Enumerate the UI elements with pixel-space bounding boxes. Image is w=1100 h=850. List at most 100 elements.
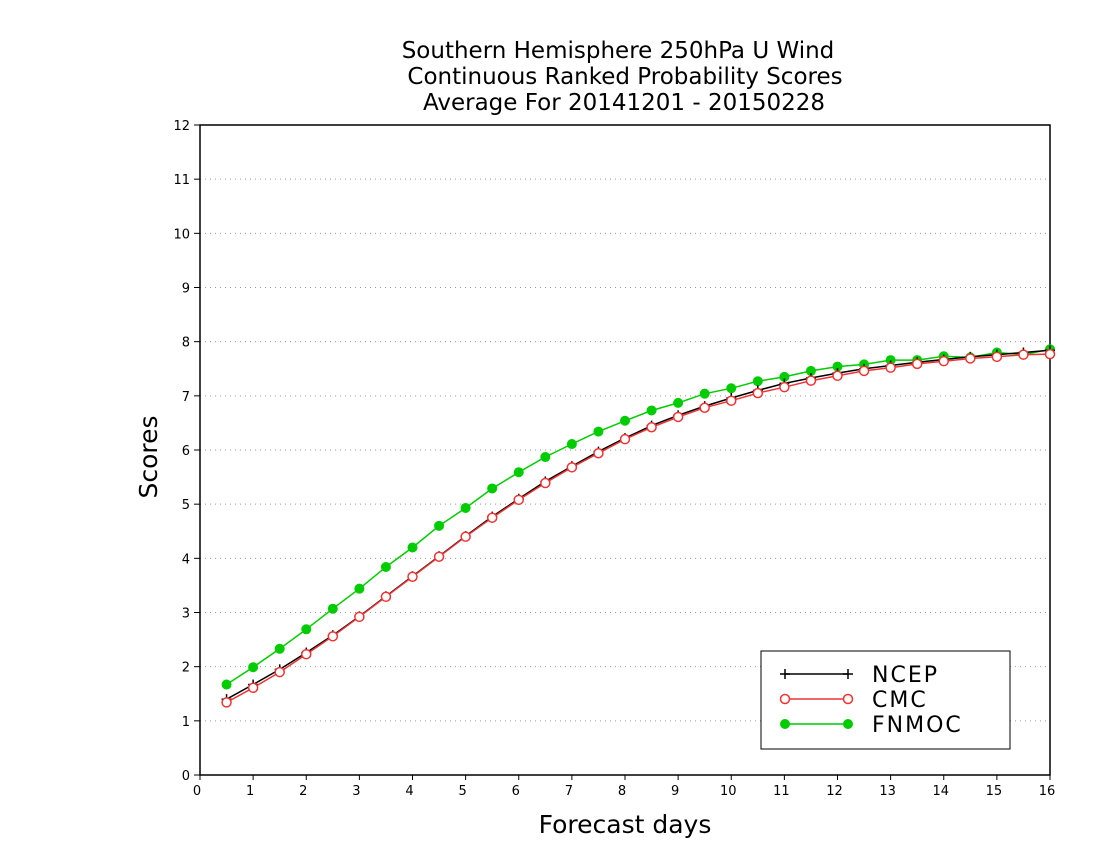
chart-title-line-3: Average For 20141201 - 20150228 bbox=[423, 90, 825, 116]
data-point-open-circle bbox=[460, 531, 471, 542]
x-tick-label: 6 bbox=[512, 784, 520, 799]
y-tick-label: 12 bbox=[173, 119, 190, 134]
data-point-filled-circle bbox=[780, 719, 790, 729]
data-point-open-circle bbox=[247, 682, 259, 694]
data-point-open-circle bbox=[221, 697, 232, 708]
y-tick-label: 2 bbox=[182, 661, 190, 676]
x-tick-label: 5 bbox=[458, 784, 466, 799]
series-fnmoc bbox=[221, 344, 1055, 690]
x-tick-label: 1 bbox=[246, 784, 254, 799]
y-tick-label: 4 bbox=[182, 552, 190, 567]
x-tick-label: 7 bbox=[565, 784, 573, 799]
legend-label: CMC bbox=[872, 688, 928, 713]
data-point-open-circle bbox=[646, 422, 657, 433]
x-tick-label: 2 bbox=[299, 784, 307, 799]
y-tick-label: 3 bbox=[182, 607, 190, 622]
chart-title: Southern Hemisphere 250hPa U Wind Contin… bbox=[402, 38, 843, 116]
data-point-filled-circle bbox=[752, 376, 763, 387]
legend-box bbox=[760, 650, 1011, 750]
legend-label: NCEP bbox=[872, 663, 939, 688]
legend-item-cmc: CMC bbox=[779, 688, 928, 713]
data-point-filled-circle bbox=[540, 452, 551, 463]
data-point-filled-circle bbox=[673, 397, 684, 408]
data-point-open-circle bbox=[1018, 349, 1029, 360]
data-point-filled-circle bbox=[301, 624, 312, 635]
legend-item-fnmoc: FNMOC bbox=[780, 713, 963, 738]
data-point-open-circle bbox=[779, 693, 791, 705]
chart-title-line-2: Continuous Ranked Probability Scores bbox=[407, 64, 842, 90]
data-point-filled-circle bbox=[566, 439, 577, 450]
data-point-open-circle bbox=[1044, 348, 1056, 360]
data-point-filled-circle bbox=[460, 502, 471, 513]
y-tick-label: 7 bbox=[182, 390, 190, 405]
series-lines bbox=[221, 344, 1056, 708]
data-point-open-circle bbox=[274, 666, 285, 678]
data-point-open-circle bbox=[301, 648, 312, 660]
legend-item-ncep: NCEP bbox=[780, 663, 939, 688]
data-point-filled-circle bbox=[221, 679, 232, 690]
data-point-filled-circle bbox=[380, 562, 391, 572]
data-point-open-circle bbox=[354, 611, 365, 623]
data-point-open-circle bbox=[593, 448, 604, 459]
data-point-filled-circle bbox=[843, 719, 853, 729]
x-tick-label: 4 bbox=[405, 784, 413, 799]
data-point-open-circle bbox=[991, 351, 1003, 363]
data-point-open-circle bbox=[513, 494, 524, 506]
y-tick-label: 11 bbox=[173, 173, 190, 188]
data-point-open-circle bbox=[566, 462, 578, 473]
chart-title-line-1: Southern Hemisphere 250hPa U Wind bbox=[402, 38, 835, 64]
y-tick-label: 6 bbox=[182, 444, 190, 459]
legend-label: FNMOC bbox=[872, 713, 963, 738]
data-point-filled-circle bbox=[593, 426, 604, 437]
data-point-filled-circle bbox=[620, 415, 630, 426]
gridlines bbox=[200, 178, 1050, 722]
data-point-open-circle bbox=[938, 355, 949, 367]
series-line-ncep bbox=[226, 349, 1051, 700]
y-tick-label: 0 bbox=[182, 769, 190, 784]
data-point-filled-circle bbox=[726, 383, 737, 394]
data-point-filled-circle bbox=[646, 405, 657, 416]
series-line-fnmoc bbox=[226, 348, 1051, 686]
data-point-filled-circle bbox=[354, 583, 365, 594]
data-point-open-circle bbox=[805, 375, 817, 386]
x-tick-label: 10 bbox=[720, 784, 737, 799]
data-point-plus bbox=[780, 669, 790, 679]
x-tick-label: 16 bbox=[1039, 784, 1056, 799]
data-point-filled-circle bbox=[487, 483, 498, 494]
x-tick-label: 13 bbox=[879, 784, 896, 799]
x-tick-label: 11 bbox=[773, 784, 790, 799]
series-cmc bbox=[221, 348, 1056, 708]
x-tick-label: 8 bbox=[618, 784, 626, 799]
data-point-open-circle bbox=[911, 358, 923, 370]
data-point-open-circle bbox=[380, 591, 392, 603]
data-point-open-circle bbox=[540, 477, 551, 489]
x-tick-label: 14 bbox=[932, 784, 949, 799]
data-point-open-circle bbox=[619, 433, 631, 445]
data-point-filled-circle bbox=[407, 542, 418, 553]
data-point-open-circle bbox=[327, 631, 339, 642]
data-point-open-circle bbox=[779, 381, 790, 393]
data-point-filled-circle bbox=[513, 467, 524, 478]
data-point-open-circle bbox=[433, 551, 445, 562]
data-point-open-circle bbox=[842, 693, 854, 705]
x-tick-label: 12 bbox=[826, 784, 843, 799]
y-tick-label: 5 bbox=[182, 498, 190, 513]
y-tick-label: 1 bbox=[182, 715, 190, 730]
data-point-plus bbox=[843, 669, 853, 679]
x-tick-label: 3 bbox=[352, 784, 360, 799]
data-point-open-circle bbox=[858, 365, 870, 377]
data-point-filled-circle bbox=[327, 603, 338, 614]
data-point-open-circle bbox=[752, 387, 764, 399]
x-tick-label: 9 bbox=[671, 784, 679, 799]
data-point-open-circle bbox=[672, 411, 684, 423]
series-ncep bbox=[221, 345, 1055, 705]
data-point-open-circle bbox=[885, 362, 896, 373]
data-point-open-circle bbox=[699, 402, 710, 413]
data-point-filled-circle bbox=[699, 388, 710, 399]
series-line-cmc bbox=[226, 353, 1051, 704]
x-tick-label: 15 bbox=[986, 784, 1003, 799]
data-point-open-circle bbox=[832, 370, 843, 382]
